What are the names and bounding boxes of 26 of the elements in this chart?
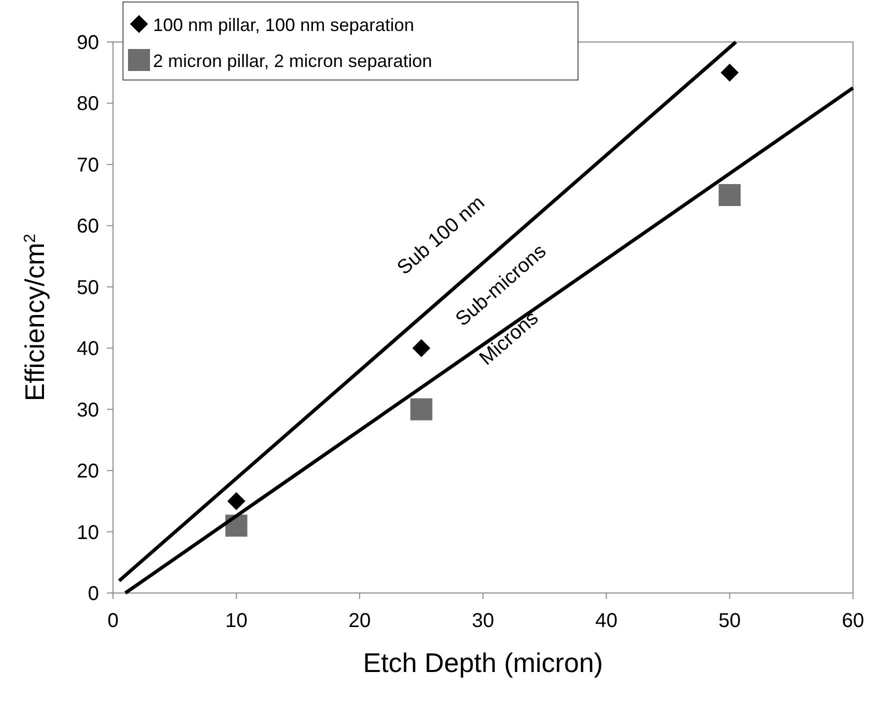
y-tick-label: 40	[76, 338, 99, 360]
x-tick-label: 50	[718, 610, 741, 632]
x-axis-title: Etch Depth (micron)	[362, 648, 604, 678]
point	[410, 398, 432, 420]
y-tick-label: 50	[76, 276, 99, 299]
point	[227, 492, 246, 510]
x-tick-label: 30	[472, 610, 494, 632]
y-tick-label: 0	[88, 583, 99, 605]
x-tick-label: 20	[348, 610, 371, 632]
y-tick-label: 80	[76, 93, 99, 116]
y-tick-label: 20	[76, 460, 99, 483]
x-tick-label: 60	[842, 610, 864, 632]
legend-label: 100 nm pillar, 100 nm separation	[153, 15, 414, 35]
annotation: Sub 100 nm	[393, 192, 489, 280]
point	[412, 339, 430, 358]
y-tick-label: 70	[76, 154, 99, 176]
point	[720, 64, 739, 82]
point	[718, 184, 741, 206]
x-tick-label: 10	[225, 610, 248, 632]
legend-label: 2 micron pillar, 2 micron separation	[153, 51, 432, 71]
y-tick-label: 10	[76, 522, 99, 544]
y-tick-label: 60	[76, 216, 99, 238]
x-tick-label: 0	[107, 610, 119, 632]
x-tick-label: 40	[595, 610, 618, 632]
y-tick-label: 90	[76, 32, 99, 54]
y-tick-label: 30	[76, 399, 99, 422]
